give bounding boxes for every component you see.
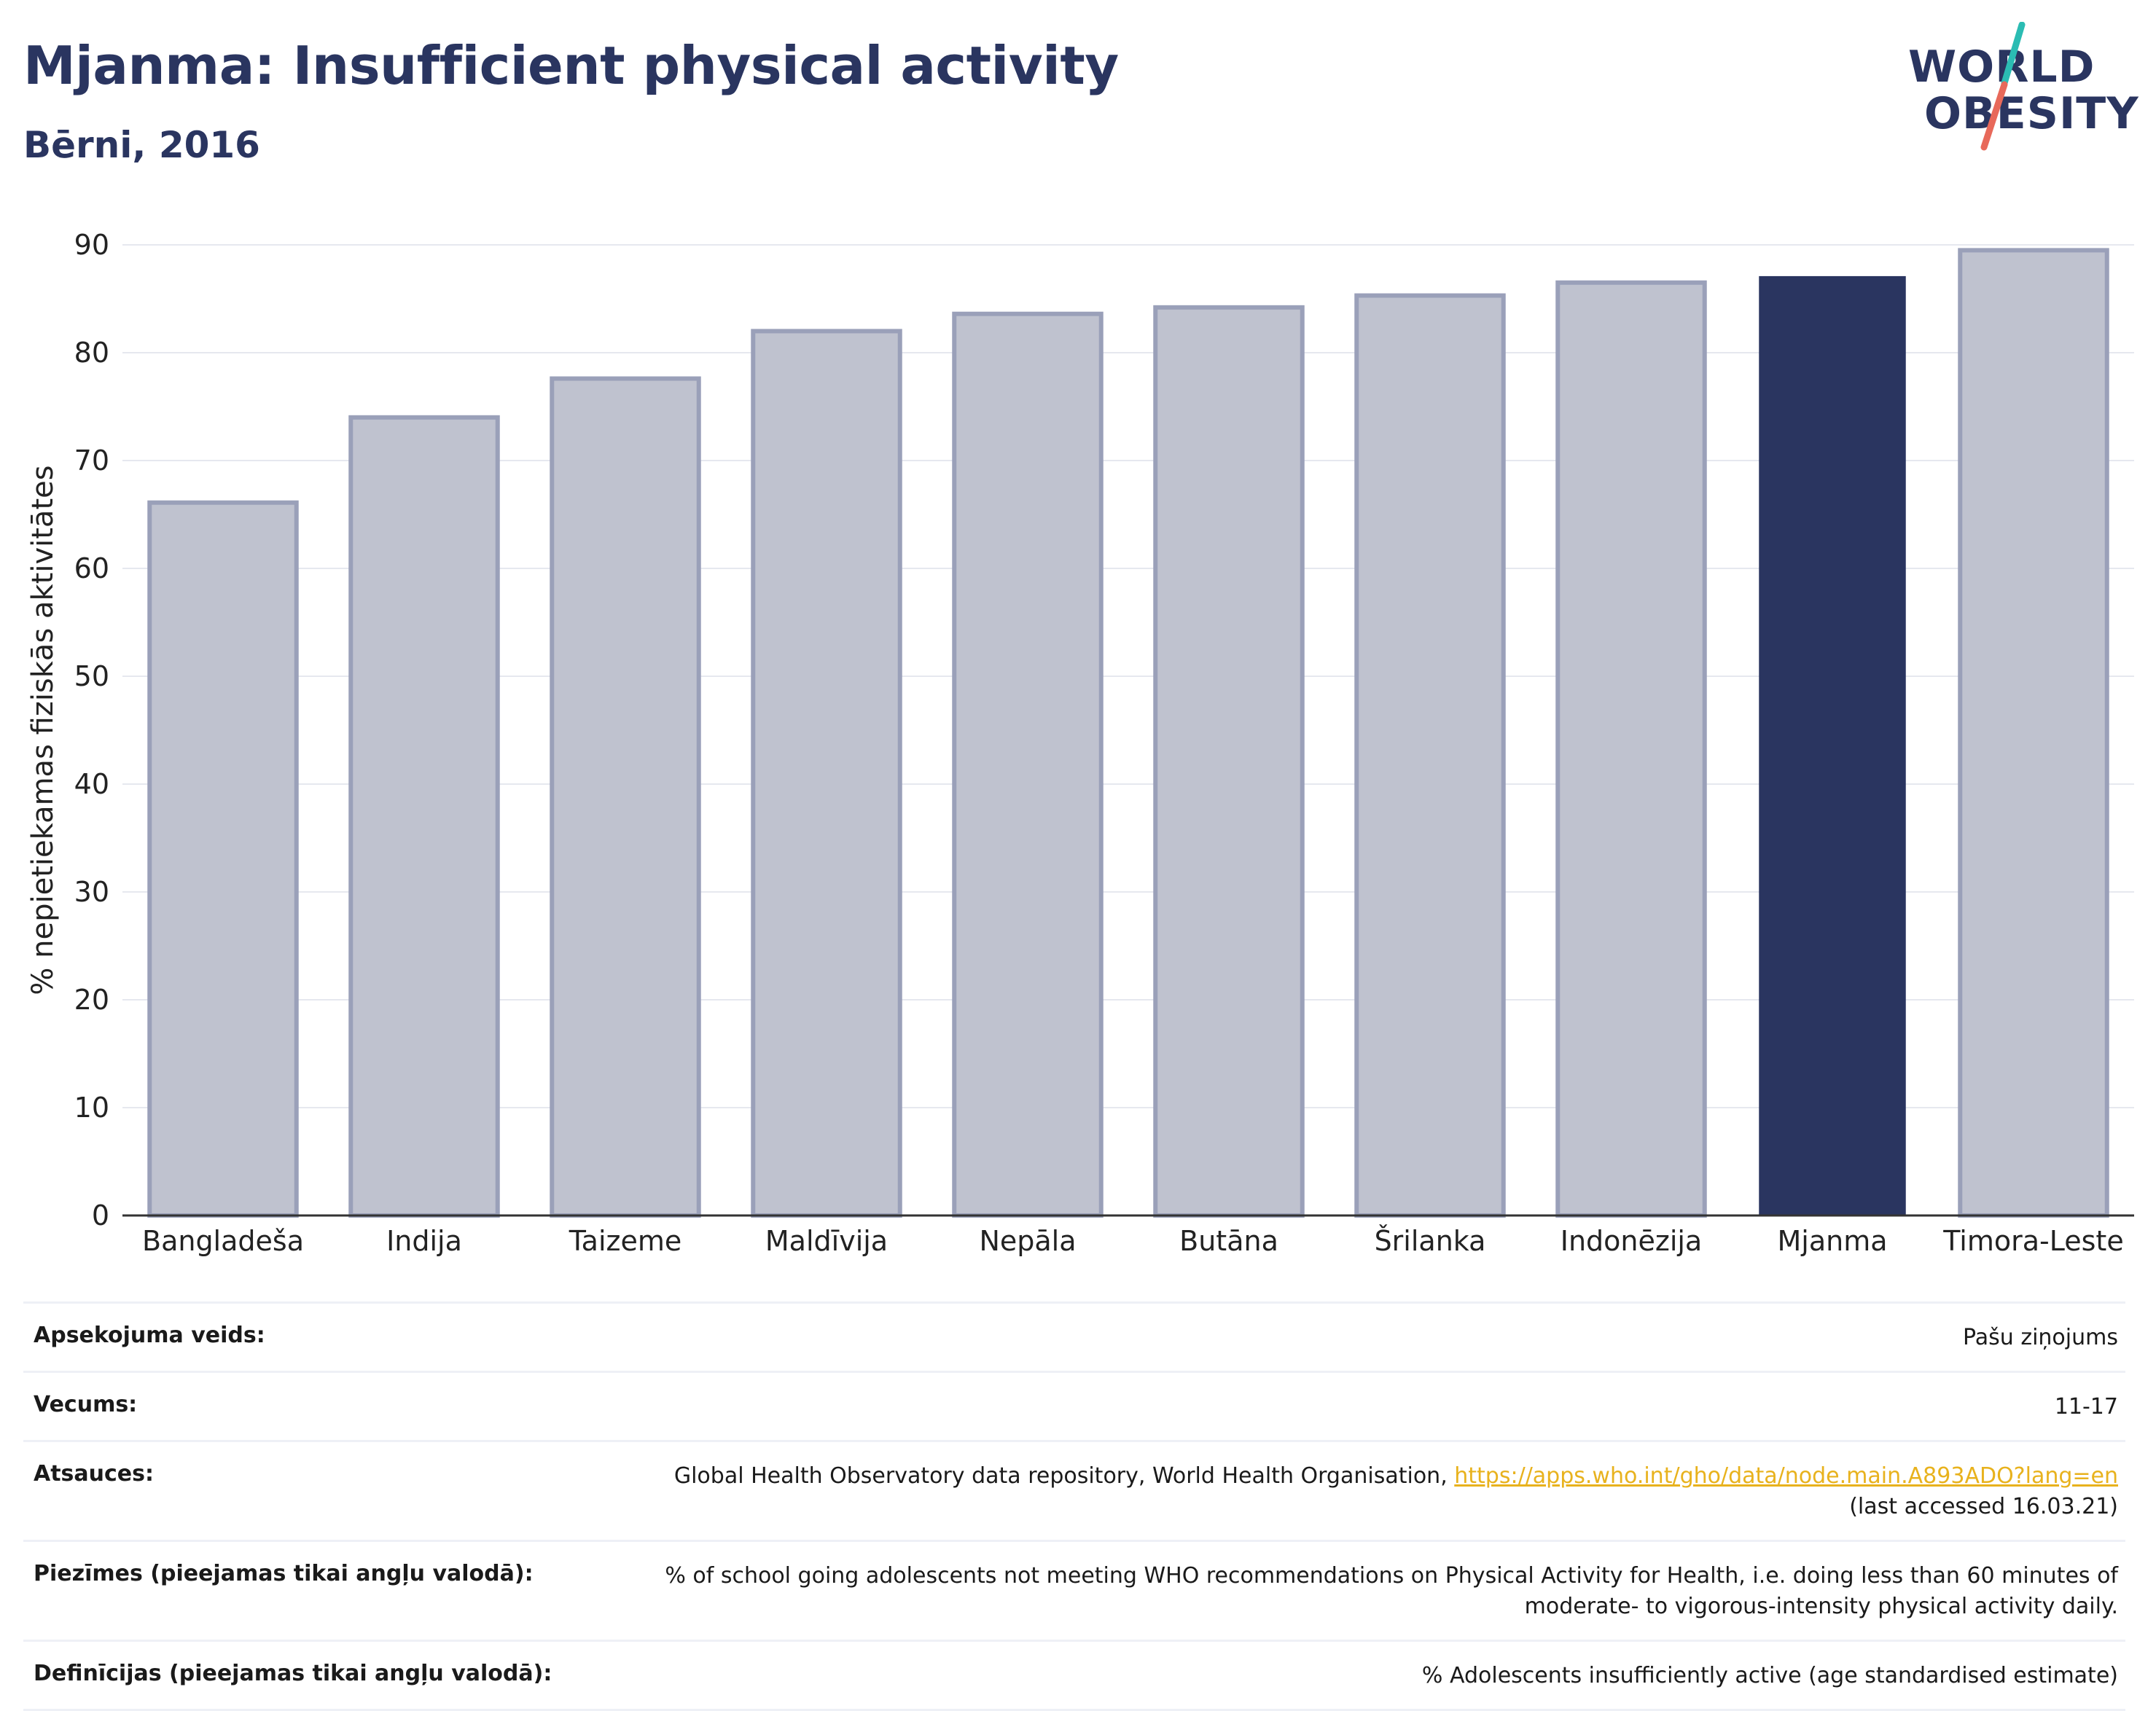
y-tick-label: 40	[74, 768, 109, 800]
bars	[147, 248, 2109, 1218]
y-tick-label: 70	[74, 445, 109, 477]
x-tick-label: Bangladeša	[142, 1225, 304, 1257]
bar-Indija	[348, 415, 500, 1218]
meta-key: Piezīmes (pieejamas tikai angļu valodā):	[34, 1561, 534, 1586]
bar-Maldīvija	[751, 329, 902, 1218]
reference-text: Global Health Observatory data repositor…	[673, 1463, 1455, 1489]
x-tick-label: Indonēzija	[1561, 1225, 1702, 1257]
y-tick-label: 0	[92, 1199, 109, 1232]
meta-row-age: Vecums: 11-17	[23, 1371, 2125, 1440]
y-tick-label: 30	[74, 876, 109, 908]
bar-Mjanma	[1759, 275, 1906, 1216]
world-obesity-logo: WORLD OBESITY	[1902, 22, 2139, 153]
meta-key: Atsauces:	[34, 1461, 154, 1487]
bar-Indonēzija	[1555, 280, 1707, 1218]
y-tick-label: 80	[74, 337, 109, 369]
meta-row-definitions: Definīcijas (pieejamas tikai angļu valod…	[23, 1640, 2125, 1711]
x-tick-label: Mjanma	[1777, 1225, 1887, 1257]
logo-word-obesity: OBESITY	[1924, 88, 2139, 139]
meta-key: Definīcijas (pieejamas tikai angļu valod…	[34, 1661, 552, 1686]
logo-word-world: WORLD	[1908, 42, 2096, 93]
x-tick-label: Butāna	[1179, 1225, 1278, 1257]
x-tick-label: Šrilanka	[1375, 1225, 1486, 1257]
meta-value: Global Health Observatory data repositor…	[183, 1461, 2118, 1522]
labels: 0 10 20 30 40 50 60 70 80 90 Bangladeša Indija Taize…	[26, 229, 2124, 1257]
meta-row-references: Atsauces: Global Health Observatory data …	[23, 1440, 2125, 1540]
chart-canvas: 0 10 20 30 40 50 60 70 80 90 Bangladeša Indija Taize…	[26, 229, 2134, 1257]
bar-Butāna	[1153, 305, 1305, 1218]
meta-value: 11-17	[2054, 1394, 2118, 1420]
y-tick-label: 10	[74, 1092, 109, 1124]
y-tick-label: 90	[74, 229, 109, 261]
y-tick-label: 20	[74, 984, 109, 1016]
x-tick-label: Taizeme	[569, 1225, 682, 1257]
meta-value: % of school going adolescents not meetin…	[665, 1563, 2118, 1619]
meta-row-survey-type: Apsekojuma veids: Pašu ziņojums	[23, 1301, 2125, 1371]
bar-Nepāla	[952, 311, 1104, 1218]
meta-value: % Adolescents insufficiently active (age…	[1421, 1663, 2118, 1688]
page-subtitle: Bērni, 2016	[23, 124, 260, 166]
x-tick-label: Maldīvija	[765, 1225, 888, 1257]
reference-accessed: (last accessed 16.03.21)	[1849, 1494, 2118, 1519]
logo-slash-icon	[1980, 22, 2026, 151]
x-tick-label: Indija	[386, 1225, 462, 1257]
meta-key: Vecums:	[34, 1392, 138, 1417]
bar-Taizeme	[550, 376, 701, 1218]
bar-Timora-Leste	[1958, 248, 2109, 1218]
meta-key: Apsekojuma veids:	[34, 1323, 265, 1348]
bar-Bangladeša	[147, 500, 299, 1218]
meta-value: Pašu ziņojums	[1963, 1325, 2118, 1350]
bar-Šrilanka	[1354, 293, 1506, 1218]
reference-link[interactable]: https://apps.who.int/gho/data/node.main.…	[1454, 1463, 2118, 1489]
page-title: Mjanma: Insufficient physical activity	[23, 35, 1119, 96]
y-tick-label: 60	[74, 552, 109, 584]
bar-chart: 0 10 20 30 40 50 60 70 80 90 Bangladeša Indija Taize…	[0, 211, 2156, 1275]
y-tick-label: 50	[74, 660, 109, 692]
y-axis-label: % nepietiekamas fiziskās aktivitātes	[26, 465, 60, 995]
x-tick-label: Nepāla	[979, 1225, 1076, 1257]
metadata-table: Apsekojuma veids: Pašu ziņojums Vecums: 11-…	[23, 1301, 2125, 1711]
meta-row-notes: Piezīmes (pieejamas tikai angļu valodā):…	[23, 1540, 2125, 1640]
x-tick-label: Timora-Leste	[1942, 1225, 2123, 1257]
